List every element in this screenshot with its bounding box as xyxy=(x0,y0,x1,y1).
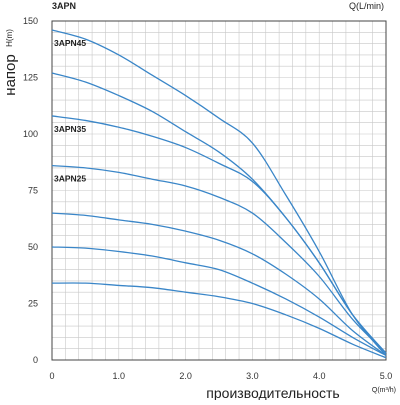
series-label: 3APN35 xyxy=(54,124,86,134)
x-axis-title: производительность xyxy=(206,385,339,400)
y-axis-title: напор xyxy=(2,54,19,95)
y-tick-label: 25 xyxy=(28,299,38,309)
y-tick-label: 150 xyxy=(23,16,38,26)
x-tick-label: 1.0 xyxy=(113,371,126,381)
y-tick-label: 125 xyxy=(23,73,38,83)
x-tick-label: 0 xyxy=(49,371,54,381)
x-unit-top-label: Q(L/min) xyxy=(349,1,384,11)
y-tick-label: 100 xyxy=(23,129,38,139)
chart-title: 3APN xyxy=(52,1,76,11)
series-line-5 xyxy=(51,212,387,357)
series-label: 3APN25 xyxy=(54,174,86,184)
series-line-4 xyxy=(51,164,387,354)
grid-layer xyxy=(51,20,387,361)
x-tick-label: 5.0 xyxy=(380,371,393,381)
axis-layer: 0 1.0 2.0 3.0 4.0 5.0 0 25 50 75 100 125 150 xyxy=(23,16,392,381)
series-line-7 xyxy=(51,282,387,359)
label-layer: 3APN Q(L/min) H(m) напор производительно… xyxy=(2,1,396,401)
series-layer: 3APN45 3APN35 3APN25 xyxy=(51,29,387,359)
y-tick-label: 0 xyxy=(33,355,38,365)
x-tick-label: 3.0 xyxy=(246,371,259,381)
y-tick-label: 50 xyxy=(28,242,38,252)
x-axis-unit-label: Q(m³/h) xyxy=(372,387,396,394)
plot-frame xyxy=(51,20,387,361)
y-tick-label: 75 xyxy=(28,186,38,196)
series-line-6 xyxy=(51,246,387,357)
x-tick-label: 2.0 xyxy=(179,371,192,381)
series-label: 3APN45 xyxy=(54,38,86,48)
series-line-3 xyxy=(51,115,387,354)
x-tick-label: 4.0 xyxy=(313,371,326,381)
y-axis-unit-label: H(m) xyxy=(5,29,14,47)
series-line-1 xyxy=(51,29,387,356)
